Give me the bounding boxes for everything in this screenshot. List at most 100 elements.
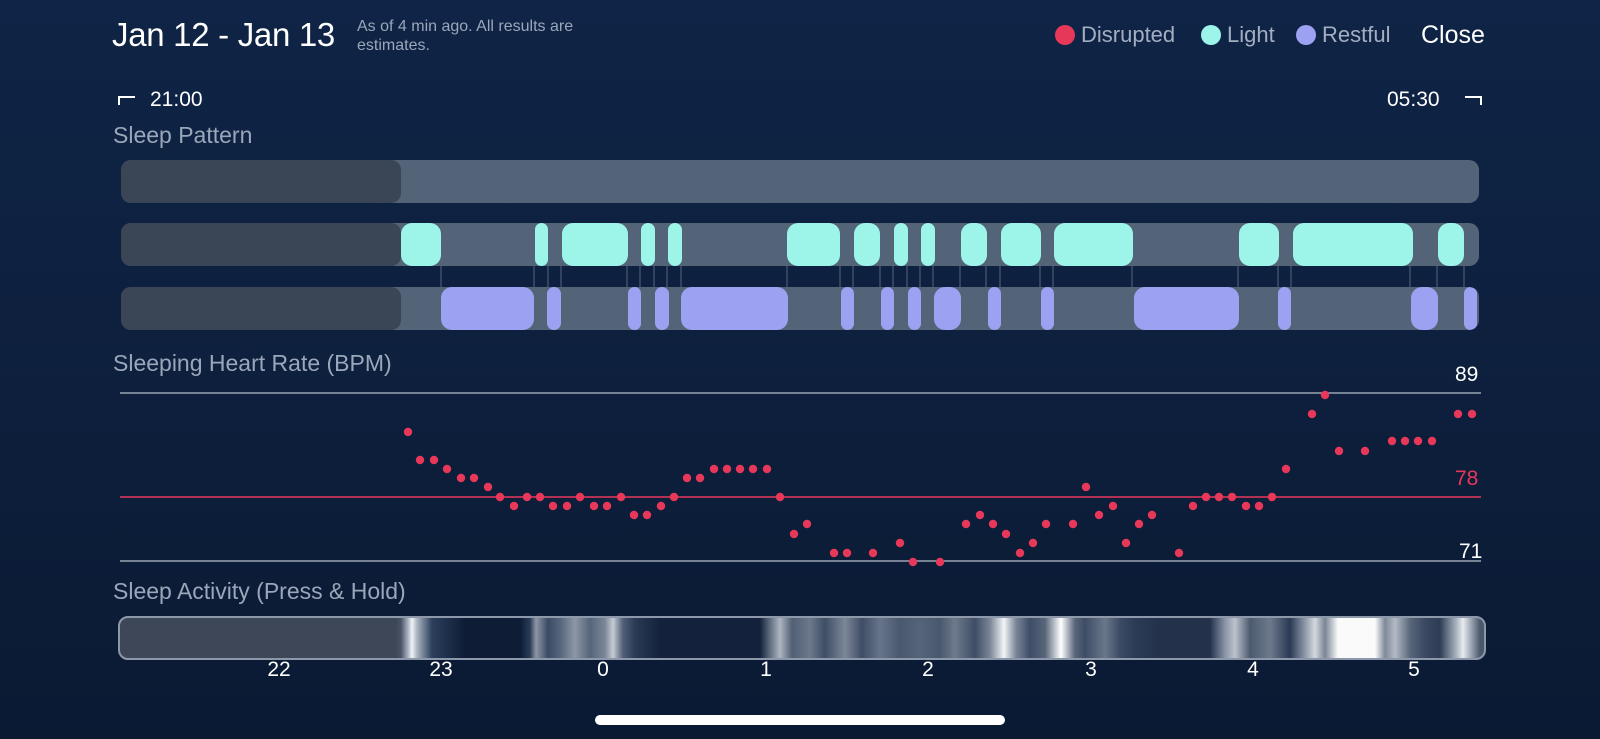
heart-rate-dots (403, 390, 1477, 567)
date-range-title: Jan 12 - Jan 13 (112, 16, 335, 53)
restful-track[interactable] (121, 287, 1479, 330)
light-track[interactable] (121, 223, 1479, 266)
heart-rate-dot (1241, 501, 1251, 511)
heart-rate-dot (1387, 436, 1397, 446)
heart-rate-dot (1360, 446, 1370, 456)
heart-rate-dot (1413, 436, 1423, 446)
heart-rate-dot (1427, 436, 1437, 446)
heart-rate-dot (762, 464, 772, 474)
heart-rate-dot (616, 492, 626, 502)
heart-rate-dot (509, 501, 519, 511)
restful-segment (547, 287, 561, 330)
heart-rate-dot (456, 473, 466, 483)
heart-rate-dot (988, 519, 998, 529)
heart-rate-dot (789, 529, 799, 539)
heart-rate-dot (908, 557, 918, 567)
light-segment (921, 223, 935, 266)
light-legend-dot (1201, 25, 1221, 45)
heart-rate-dot (1201, 492, 1211, 502)
heart-rate-dot (1068, 519, 1078, 529)
heart-rate-dot (589, 501, 599, 511)
heart-rate-dot (469, 473, 479, 483)
heart-rate-dot (1188, 501, 1198, 511)
heart-rate-dot (1147, 510, 1157, 520)
restful-segment (1411, 287, 1438, 330)
hour-label: 22 (267, 658, 291, 681)
heart-rate-dot (1041, 519, 1051, 529)
heart-rate-dot (1453, 409, 1463, 419)
heart-rate-dot (975, 510, 985, 520)
heart-rate-dot (1081, 482, 1091, 492)
light-segment (535, 223, 548, 266)
heart-rate-dot (1254, 501, 1264, 511)
heart-rate-dot (775, 492, 785, 502)
heart-rate-dot (548, 501, 558, 511)
heart-rate-dot (602, 501, 612, 511)
max-hr-label: 89 (1455, 363, 1479, 386)
restful-segment (1134, 287, 1239, 330)
heart-rate-dot (403, 427, 413, 437)
light-segment (787, 223, 840, 266)
heart-rate-dot (1320, 390, 1330, 400)
light-segment (1054, 223, 1133, 266)
heart-rate-dot (629, 510, 639, 520)
heart-rate-dot (748, 464, 758, 474)
heart-rate-dot (1281, 464, 1291, 474)
sleep-activity-title: Sleep Activity (Press & Hold) (113, 578, 406, 604)
sleep-activity-bar[interactable] (118, 616, 1486, 660)
restful-segment (841, 287, 854, 330)
heart-rate-dot (1028, 538, 1038, 548)
heart-rate-dot (1227, 492, 1237, 502)
restful-segment (441, 287, 534, 330)
heart-rate-dot (1400, 436, 1410, 446)
hour-label: 2 (922, 658, 934, 681)
heart-rate-dot (562, 501, 572, 511)
heart-rate-dot (829, 548, 839, 558)
end-bracket-icon (1465, 96, 1482, 105)
restful-legend-dot (1296, 25, 1316, 45)
restful-segment (628, 287, 641, 330)
legend-restful-label: Restful (1322, 22, 1391, 47)
heart-rate-dot (695, 473, 705, 483)
light-segment (641, 223, 655, 266)
heart-rate-dot (642, 510, 652, 520)
light-segment (854, 223, 880, 266)
heart-rate-dot (868, 548, 878, 558)
light-segment (668, 223, 682, 266)
hour-label: 23 (429, 658, 453, 681)
no-data-segment (121, 160, 401, 203)
light-segment (401, 223, 441, 266)
heart-rate-dot (802, 519, 812, 529)
heart-rate-dot (1174, 548, 1184, 558)
heart-rate-dot (1267, 492, 1277, 502)
home-indicator[interactable] (595, 715, 1005, 725)
light-segment (562, 223, 628, 266)
hour-label: 5 (1408, 658, 1420, 681)
restful-segment (881, 287, 894, 330)
heart-rate-dot (1334, 446, 1344, 456)
heart-rate-dot (656, 501, 666, 511)
hour-label: 3 (1085, 658, 1097, 681)
heart-rate-dot (1001, 529, 1011, 539)
close-button[interactable]: Close (1421, 21, 1485, 49)
heart-rate-dot (442, 464, 452, 474)
restful-segment (655, 287, 669, 330)
start-bracket-icon (118, 96, 135, 105)
restful-segment (908, 287, 921, 330)
light-segment (1001, 223, 1041, 266)
heart-rate-title: Sleeping Heart Rate (BPM) (113, 350, 392, 376)
disrupted-track[interactable] (121, 160, 1479, 203)
heart-rate-dot (535, 492, 545, 502)
start-time: 21:00 (150, 88, 203, 111)
heart-rate-dot (1108, 501, 1118, 511)
heart-rate-dot (1094, 510, 1104, 520)
heart-rate-dot (961, 519, 971, 529)
estimate-note: As of 4 min ago. All results are estimat… (357, 18, 574, 54)
end-time: 05:30 (1387, 88, 1440, 111)
restful-segment (1278, 287, 1291, 330)
disrupted-legend-dot (1055, 25, 1075, 45)
restful-segment (934, 287, 961, 330)
heart-rate-dot (682, 473, 692, 483)
heart-rate-dot (895, 538, 905, 548)
